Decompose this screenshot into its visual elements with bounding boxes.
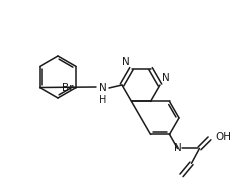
Text: Br: Br (62, 82, 73, 92)
Text: N: N (162, 73, 170, 83)
Text: OH: OH (215, 132, 232, 142)
Text: N: N (174, 143, 181, 153)
Text: N: N (122, 57, 129, 67)
Text: H: H (99, 95, 107, 105)
Text: N: N (99, 83, 107, 93)
